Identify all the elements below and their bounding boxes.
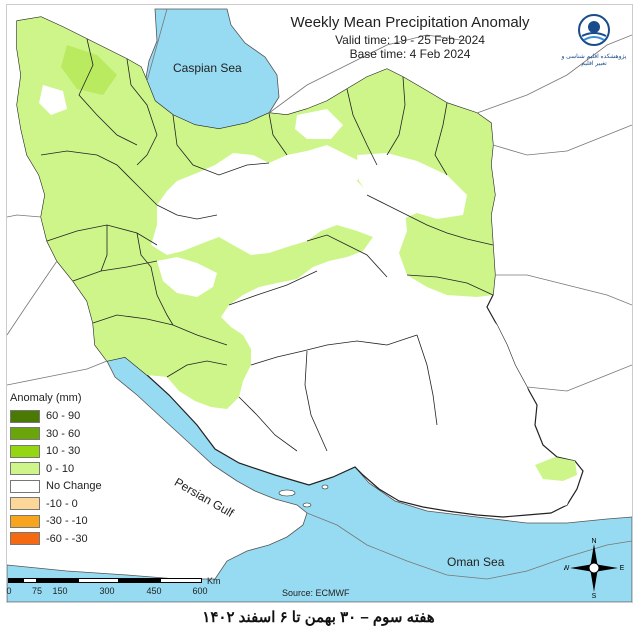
map-title: Weekly Mean Precipitation Anomaly [290, 14, 530, 31]
scale-tick-label: 150 [52, 586, 68, 596]
climate-research-logo: پژوهشکده اقلیم شناسی و تغییر اقلیم [560, 14, 628, 68]
legend-label: -60 - -30 [46, 532, 88, 545]
scale-segment [78, 578, 119, 583]
scale-tick-label: 600 [192, 586, 208, 596]
anomaly-10-30-zones [61, 45, 117, 95]
legend-item: -60 - -30 [10, 531, 128, 547]
compass-s: S [592, 593, 597, 598]
gulf-islands [278, 484, 329, 508]
legend-swatch [10, 514, 40, 528]
legend-swatch [10, 462, 40, 475]
oman-sea-label: Oman Sea [447, 555, 505, 569]
compass-rose-icon: N S E W [564, 538, 624, 598]
compass-e: E [620, 565, 624, 572]
base-time: Base time: 4 Feb 2024 [349, 47, 471, 61]
legend-item: 30 - 60 [10, 426, 128, 442]
legend-item: 10 - 30 [10, 443, 128, 459]
legend-item: 60 - 90 [10, 408, 128, 424]
scale-tick-label: 300 [99, 586, 115, 596]
scale-segment [160, 578, 202, 583]
scale-unit: Km [207, 576, 221, 586]
title-block: Weekly Mean Precipitation Anomaly Valid … [250, 14, 570, 61]
no-change-zones [39, 85, 573, 511]
legend-item: 0 - 10 [10, 461, 128, 477]
legend-label: -10 - 0 [46, 497, 78, 510]
legend-swatch [10, 409, 40, 423]
scale-bar: 0 75 150 300 450 600 Km [6, 576, 221, 602]
source-credit: Source: ECMWF [282, 588, 350, 598]
legend-label: 60 - 90 [46, 410, 81, 422]
legend-label: No Change [46, 480, 102, 492]
legend-label: -30 - -10 [46, 515, 88, 527]
legend: Anomaly (mm) 60 - 90 30 - 60 10 - 30 0 - 10… [10, 392, 128, 548]
legend-swatch [10, 532, 40, 545]
legend-label: 30 - 60 [46, 427, 81, 440]
scale-tick-label: 450 [146, 586, 162, 596]
legend-label: 0 - 10 [46, 462, 75, 475]
compass-w: W [564, 565, 570, 572]
scale-segment [23, 578, 37, 583]
legend-item: -30 - -10 [10, 513, 128, 529]
anomaly-0-10-zones [17, 17, 577, 481]
map-area: Caspian Sea Persian Gulf Oman Sea [6, 4, 633, 603]
compass-n: N [591, 538, 596, 545]
legend-swatch [10, 497, 40, 510]
map-canvas [7, 8, 632, 602]
scale-segment [119, 578, 160, 583]
legend-item: -10 - 0 [10, 496, 128, 512]
logo-caption: پژوهشکده اقلیم شناسی و تغییر اقلیم [561, 54, 627, 67]
legend-items: 60 - 90 30 - 60 10 - 30 0 - 10 No Change -10 … [10, 408, 128, 547]
legend-item: No Change [10, 478, 128, 494]
logo-emblem-icon [578, 14, 610, 46]
caspian-sea-label: Caspian Sea [173, 61, 242, 75]
province-boundaries [40, 38, 494, 452]
scale-tick-label: 0 [6, 586, 12, 596]
valid-time: Valid time: 19 - 25 Feb 2024 [335, 33, 485, 47]
legend-swatch [10, 444, 40, 458]
footer-caption: هفته سوم – ۳۰ بهمن تا ۶ اسفند ۱۴۰۲ [202, 609, 435, 626]
legend-label: 10 - 30 [46, 445, 81, 457]
scale-segment [37, 578, 78, 583]
legend-swatch [10, 479, 40, 493]
legend-title: Anomaly (mm) [10, 392, 82, 404]
legend-swatch [10, 427, 40, 440]
scale-tick-label: 75 [31, 586, 43, 596]
scale-segment [8, 578, 23, 583]
neighbor-borders [7, 8, 632, 580]
